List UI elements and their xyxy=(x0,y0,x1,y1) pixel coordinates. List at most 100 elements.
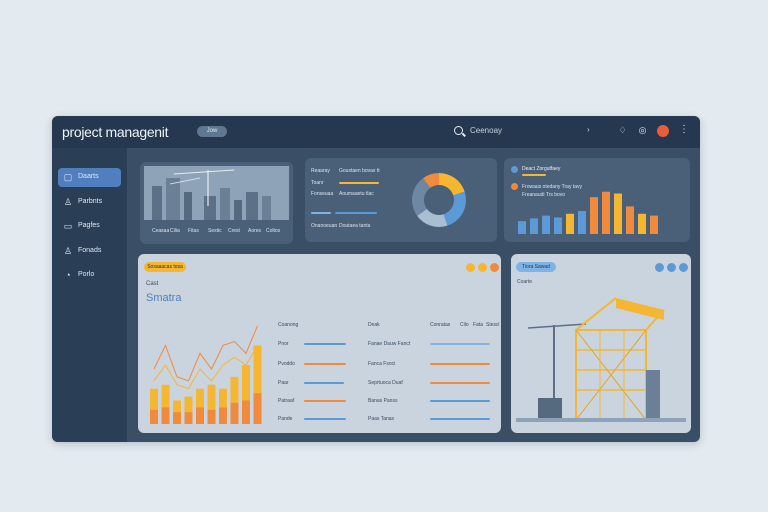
row-name: Pvoddo xyxy=(278,361,295,367)
people-icon: ♙ xyxy=(63,246,73,256)
sidebar-item-users[interactable]: ♙ Parbnts xyxy=(58,193,121,212)
row-detail: Fanca Fsoci xyxy=(368,361,396,367)
analytics-heading: Smatra xyxy=(146,292,182,304)
bar xyxy=(602,191,610,234)
donut-slice xyxy=(443,191,466,226)
analytics-card[interactable]: Sosaaacas tosa Cast Smatra Coanong Deak … xyxy=(138,254,501,433)
stat-bar xyxy=(339,182,379,184)
title-underline xyxy=(522,174,546,176)
sidebar-item-teams[interactable]: ♙ Fonads xyxy=(58,242,121,261)
stat-label: Reaaray xyxy=(311,168,330,174)
row-name: Pnor xyxy=(278,341,289,347)
stat-value: Goustaen bovas tt xyxy=(339,168,380,174)
bar xyxy=(554,217,562,234)
bar-bottom xyxy=(161,407,170,424)
bar xyxy=(530,218,538,234)
search-bar[interactable]: Ceenoay xyxy=(454,125,604,139)
bar xyxy=(578,211,586,234)
dashboard-icon: ▢ xyxy=(63,172,73,182)
stat-bar xyxy=(335,212,377,214)
project-pill[interactable]: Jow xyxy=(197,126,227,137)
bar-bottom xyxy=(173,412,181,424)
bar-bottom xyxy=(184,412,193,424)
app-title: project managenit xyxy=(62,124,169,140)
table-header: Deak xyxy=(368,322,380,328)
row-name: Pande xyxy=(278,416,293,422)
row-name: Paar xyxy=(278,380,289,386)
more-icon[interactable] xyxy=(679,263,688,272)
construction-badge: Tiora Sawad xyxy=(516,262,556,272)
sidebar-item-reports[interactable]: ◔ Porlo xyxy=(58,266,121,285)
sidebar-item-label: Pagfes xyxy=(78,222,100,229)
info-icon[interactable] xyxy=(655,263,664,272)
table-header: Cilo xyxy=(460,322,469,328)
donut-slice xyxy=(423,173,439,188)
row-detail: Banas Panss xyxy=(368,398,398,404)
edit-icon[interactable] xyxy=(667,263,676,272)
row-name: Patraaf xyxy=(278,398,295,404)
kebab-menu-icon[interactable]: ⋮ xyxy=(679,124,689,135)
table-header: Conratas xyxy=(430,322,451,328)
row-detail: Paas Tanas xyxy=(368,416,395,422)
search-icon xyxy=(454,126,463,135)
legend-label: Freanaudi Trs bovo xyxy=(522,192,566,198)
row-detail: Fanae Dauw Fanct xyxy=(368,341,411,347)
star-icon[interactable] xyxy=(466,263,475,272)
photo-caption: Aores xyxy=(248,228,262,234)
document-icon: ▭ xyxy=(63,221,73,231)
bookmark-icon[interactable] xyxy=(478,263,487,272)
table-header: Fata xyxy=(473,322,484,328)
top-bar: project managenit Jow Ceenoay › ♢ ◎ ⋮ xyxy=(52,116,700,148)
search-input[interactable]: Ceenoay xyxy=(470,126,503,135)
bell-icon[interactable]: ♢ xyxy=(618,125,627,135)
construction-image xyxy=(516,297,686,422)
photo-caption: Cilia xyxy=(170,228,180,234)
bar-top xyxy=(150,388,158,424)
avatar[interactable] xyxy=(657,125,669,137)
row-progress xyxy=(430,343,490,345)
sidebar-item-label: Daarts xyxy=(78,173,99,180)
bar xyxy=(650,215,658,234)
donut-chart xyxy=(412,173,466,227)
stats-card[interactable]: Reaaray Goustaen bovas tt Toanr Fonseuaa… xyxy=(305,158,497,242)
bar-top xyxy=(230,376,239,424)
sidebar-item-label: Parbnts xyxy=(78,198,103,205)
bar-bottom xyxy=(207,409,216,424)
row-progress xyxy=(304,418,346,420)
bar-bottom xyxy=(253,393,262,424)
photo-caption: Coltos xyxy=(266,228,281,234)
row-progress xyxy=(430,363,490,365)
row-progress xyxy=(304,343,346,345)
construction-label: Coarte xyxy=(517,279,533,285)
bar xyxy=(626,206,634,234)
stat-value: Aoumaaetu tlac xyxy=(339,191,374,197)
legend-label: Frowaus otedany Tray tavy xyxy=(522,184,583,190)
bar-chart-card[interactable]: Deact Zorgutfaey Frowaus otedany Tray ta… xyxy=(504,158,690,242)
bar xyxy=(590,197,598,234)
bar-bottom xyxy=(196,407,204,424)
share-icon[interactable] xyxy=(490,263,499,272)
construction-card[interactable]: Tiora Sawad Coarte xyxy=(511,254,691,433)
row-progress xyxy=(304,382,344,384)
sidebar: ▢ Daarts ♙ Parbnts ▭ Pagfes ♙ Fonads ◔ P… xyxy=(52,148,127,442)
sidebar-item-label: Porlo xyxy=(78,271,95,278)
sidebar-item-pages[interactable]: ▭ Pagfes xyxy=(58,217,121,236)
trend-line xyxy=(153,325,258,382)
bar-bottom xyxy=(230,402,239,424)
chevron-down-icon[interactable]: › xyxy=(587,125,590,134)
row-progress xyxy=(304,363,346,365)
bar-top xyxy=(196,388,204,424)
bar xyxy=(542,215,550,234)
bar-top xyxy=(184,396,193,424)
photo-caption: Fitas xyxy=(188,228,199,234)
photo-caption: Sestic xyxy=(208,228,222,234)
user-icon: ♙ xyxy=(63,197,73,207)
bar-chart xyxy=(518,191,658,234)
bar xyxy=(614,193,622,234)
stat-label: Onanoeuan xyxy=(311,223,338,229)
site-photo-card[interactable]: Ceasaa Cilia Fitas Sestic Crest Aores Co… xyxy=(140,162,293,244)
bar-bottom xyxy=(219,407,227,424)
bar-top xyxy=(207,384,216,424)
message-icon[interactable]: ◎ xyxy=(638,125,647,135)
sidebar-item-dashboard[interactable]: ▢ Daarts xyxy=(58,168,121,187)
